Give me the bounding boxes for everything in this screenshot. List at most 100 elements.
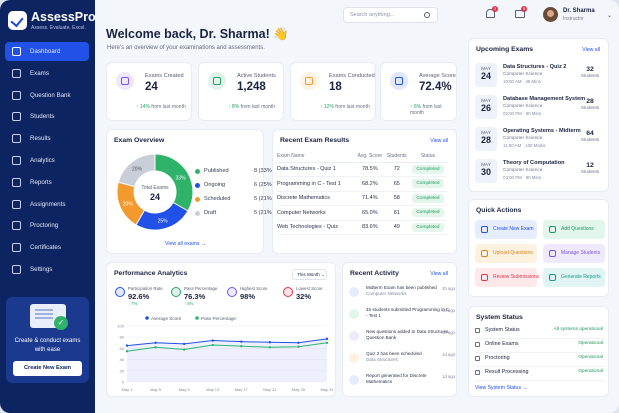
data-point[interactable] (154, 346, 157, 349)
activity-item[interactable]: New questions added to Data Structures Q… (349, 329, 455, 351)
activity-text: Report generated for Discrete Mathematic… (366, 373, 427, 384)
sidebar-item-reports[interactable]: Reports (5, 173, 89, 192)
count-value: 32 (586, 66, 594, 73)
quick-action-generate-reports[interactable]: Generate Reports (543, 268, 605, 287)
table-cell: Programming in C - Test 1 (277, 176, 355, 192)
table-cell: Completed (408, 205, 447, 221)
activity-item[interactable]: Quiz 2 has been scheduled Data Structures… (349, 351, 455, 373)
table-cell: 61 (384, 205, 409, 221)
table-row[interactable]: Discrete Mathematics 71.4% 58 Completed (277, 191, 447, 206)
upcoming-exam-item[interactable]: MAY 24 Data Structures - Quiz 2 Computer Sc… (475, 63, 603, 91)
sidebar-item-exams[interactable]: Exams (5, 64, 89, 83)
donut-center-label: Total Exams (141, 185, 169, 191)
stat-card-exams-conducted[interactable]: Exams Conducted 18 ↑ 12% from last month (290, 62, 376, 121)
sidebar-item-assignments[interactable]: Assignments (5, 195, 89, 214)
data-point[interactable] (297, 345, 300, 348)
data-point[interactable] (182, 342, 186, 346)
data-point[interactable] (154, 341, 157, 344)
brand-logo[interactable]: AssessPro Assess. Evaluate. Excel. (8, 8, 96, 36)
pie-slice-label: 33% (176, 175, 187, 181)
table-row[interactable]: Programming in C - Test 1 68.2% 65 Complete… (277, 176, 447, 192)
activity-view-all-link[interactable]: View all (430, 271, 448, 277)
sidebar-item-results[interactable]: Results (5, 129, 89, 148)
search-input[interactable]: Search anything... (343, 7, 438, 23)
stat-icon (390, 72, 408, 90)
data-point[interactable] (182, 348, 186, 351)
chevron-down-icon[interactable]: ⌄ (607, 13, 613, 19)
upcoming-view-all-link[interactable]: View all (582, 47, 600, 53)
sidebar-item-certificates[interactable]: Certificates (5, 238, 89, 257)
stat-icon (300, 72, 318, 90)
period-dropdown[interactable]: This Month ⌄ (292, 269, 327, 280)
quick-action-review-submissions[interactable]: Review Submissions (475, 268, 539, 287)
sidebar-item-analytics[interactable]: Analytics (5, 151, 89, 170)
data-point[interactable] (211, 339, 214, 342)
sidebar-item-question-bank[interactable]: Question Bank (5, 86, 89, 105)
data-point[interactable] (125, 350, 129, 353)
upcoming-exam-item[interactable]: MAY 30 Theory of Computation Computer Scien… (475, 159, 603, 187)
stat-value: 72.4% (419, 81, 452, 93)
metric-value: 76.3% (184, 292, 206, 301)
stat-card-active-students[interactable]: Active Students 1,248 ↑ 8% from last month (198, 62, 284, 121)
data-point[interactable] (240, 340, 243, 343)
table-row[interactable]: Computer Networks 65.0% 61 Completed (277, 205, 447, 221)
activity-icon (349, 353, 359, 363)
series-legend-dot (145, 316, 149, 320)
avatar[interactable] (543, 7, 558, 22)
stat-card-average-score[interactable]: Average Score 72.4% ↑ 6% from last month (380, 62, 457, 121)
mail-icon[interactable] (515, 10, 525, 18)
quick-action-create-new-exam[interactable]: Create New Exam (475, 220, 537, 239)
exam-month: MAY (481, 98, 491, 103)
x-tick-label: May 17 (235, 387, 249, 392)
data-point[interactable] (268, 341, 272, 344)
data-point[interactable] (325, 341, 329, 344)
quick-actions-title: Quick Actions (476, 207, 522, 214)
y-tick-label: 0 (122, 380, 125, 385)
status-value: All systems operational (553, 327, 603, 332)
pie-slice-draft[interactable] (117, 153, 156, 188)
results-view-all-link[interactable]: View all (430, 138, 448, 144)
data-point[interactable] (211, 343, 214, 347)
data-point[interactable] (240, 344, 243, 348)
data-point[interactable] (297, 341, 300, 344)
sidebar-item-proctoring[interactable]: Proctoring (5, 216, 89, 235)
metric-label: Highest Score (240, 286, 268, 291)
exam-meta: 02:00 PM · 60 Mins (503, 111, 542, 116)
exam-day: 28 (480, 135, 491, 145)
stat-icon (116, 72, 134, 90)
pie-slice-ongoing[interactable] (135, 201, 189, 231)
bell-icon[interactable] (486, 9, 495, 18)
exam-overview-card: Exam Overview 33% 25% 20% 20% Total Exams 2… (106, 129, 274, 254)
column-header: Students (384, 151, 409, 163)
sidebar-item-students[interactable]: Students (5, 107, 89, 126)
table-row[interactable]: Web Technologies - Quiz 83.6% 49 Completed (277, 220, 447, 235)
exam-date: MAY 28 (475, 127, 497, 151)
quick-action-add-questions[interactable]: Add Questions (543, 220, 605, 239)
data-point[interactable] (325, 337, 329, 341)
upcoming-exam-item[interactable]: MAY 28 Operating Systems - Midterm Computer… (475, 127, 603, 155)
sidebar-item-dashboard[interactable]: Dashboard (5, 42, 89, 61)
metric-icon (115, 287, 125, 297)
status-value: Operational (578, 355, 603, 360)
view-all-exams-link[interactable]: View all exams → (165, 241, 207, 247)
upcoming-exam-item[interactable]: MAY 26 Database Management System Computer … (475, 95, 603, 123)
table-cell: 68.2% (354, 176, 385, 192)
quick-action-manage-students[interactable]: Manage Students (543, 244, 605, 263)
activity-item[interactable]: Midterm Exam has been published Computer … (349, 285, 455, 307)
performance-line-chart: Average Score Pass Percentage 0 20 40 60 80 100… (117, 316, 333, 392)
activity-item[interactable]: Report generated for Discrete Mathematic… (349, 373, 455, 395)
exam-day: 30 (480, 167, 491, 177)
table-row[interactable]: Data Structures - Quiz 1 78.5% 72 Completed (277, 162, 447, 177)
quick-action-upload-questions[interactable]: Upload Questions (475, 244, 537, 263)
sidebar-item-settings[interactable]: Settings (5, 260, 89, 279)
stat-card-exams-created[interactable]: Exams Created 24 ↑ 14% from last month (106, 62, 192, 121)
view-system-status-link[interactable]: View System Status → (475, 385, 528, 391)
question-bank-icon (12, 90, 21, 100)
exam-meta: 11:00 AM · 100 Marks (503, 143, 546, 148)
data-point[interactable] (268, 346, 272, 349)
analytics-icon (12, 155, 21, 165)
activity-item[interactable]: 45 students submitted Programming in C -… (349, 307, 455, 329)
data-point[interactable] (125, 344, 129, 347)
create-new-exam-button[interactable]: Create New Exam (13, 361, 82, 376)
activity-text-block: Quiz 2 has been scheduled Data Structures (366, 351, 451, 363)
